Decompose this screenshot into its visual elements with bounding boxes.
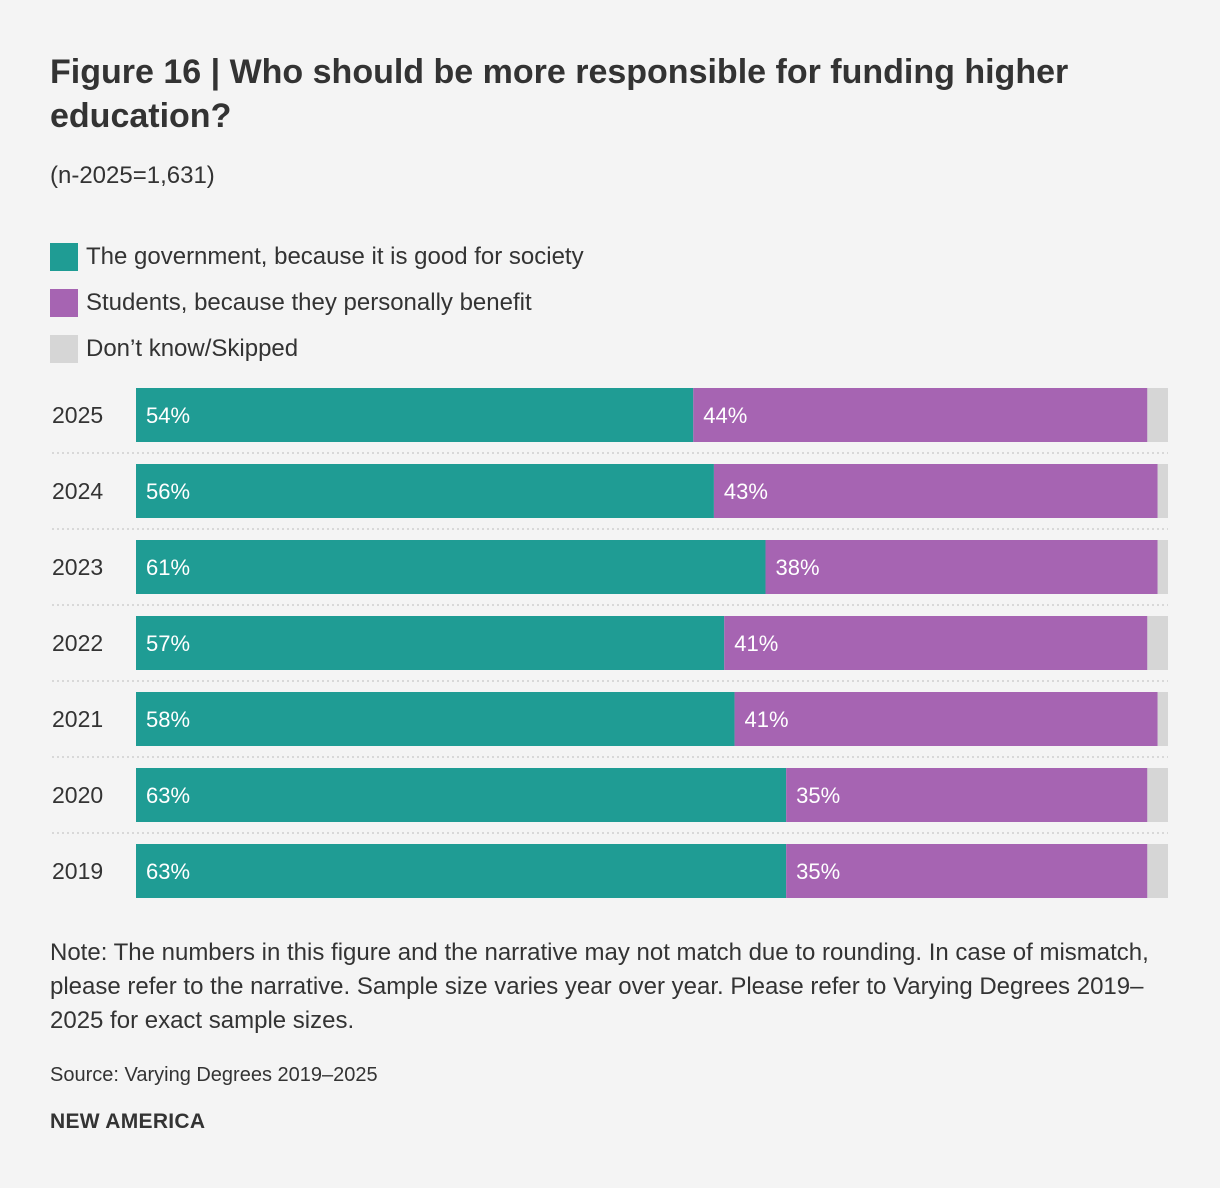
bar-segment <box>1147 616 1168 670</box>
legend: The government, because it is good for s… <box>50 234 584 372</box>
bar-segment <box>136 844 787 898</box>
bar-segment <box>765 540 1158 594</box>
data-label: 54% <box>146 403 190 428</box>
data-label: 38% <box>776 555 820 580</box>
bar-segment <box>1147 768 1168 822</box>
bar-segment <box>734 692 1158 746</box>
category-label: 2020 <box>52 782 103 808</box>
bar-row-2019: 2019 63% 35% <box>52 844 1168 898</box>
data-label: 63% <box>146 783 190 808</box>
bar-row-2024: 2024 56% 43% <box>52 464 1168 530</box>
legend-label-students: Students, because they personally benefi… <box>86 289 532 316</box>
bar-segment <box>713 464 1158 518</box>
chart-subtitle: (n-2025=1,631) <box>50 162 215 189</box>
data-label: 35% <box>796 859 840 884</box>
bar-segment <box>724 616 1148 670</box>
bar-segment <box>136 540 766 594</box>
legend-item-students: Students, because they personally benefi… <box>50 280 584 326</box>
data-label: 61% <box>146 555 190 580</box>
data-label: 44% <box>703 403 747 428</box>
data-label: 35% <box>796 783 840 808</box>
bar-row-2021: 2021 58% 41% <box>52 692 1168 758</box>
legend-item-government: The government, because it is good for s… <box>50 234 584 280</box>
bar-row-2020: 2020 63% 35% <box>52 768 1168 834</box>
legend-swatch-dont-know <box>50 335 78 363</box>
bar-segment <box>786 768 1148 822</box>
category-label: 2023 <box>52 554 103 580</box>
bar-segment <box>136 464 714 518</box>
data-label: 43% <box>724 479 768 504</box>
bar-segment <box>136 616 725 670</box>
chart-source: Source: Varying Degrees 2019–2025 <box>50 1064 378 1086</box>
legend-item-dont-know: Don’t know/Skipped <box>50 326 584 372</box>
bar-segment <box>1147 388 1168 442</box>
bar-row-2025: 2025 54% 44% <box>52 388 1168 454</box>
data-label: 41% <box>734 631 778 656</box>
bar-segment <box>786 844 1148 898</box>
bar-segment <box>136 768 787 822</box>
bar-segment <box>1157 692 1168 746</box>
chart-title: Figure 16 | Who should be more responsib… <box>50 53 1069 135</box>
chart-note: Note: The numbers in this figure and the… <box>50 939 1149 1034</box>
data-label: 57% <box>146 631 190 656</box>
data-label: 58% <box>146 707 190 732</box>
category-label: 2021 <box>52 706 103 732</box>
bar-segment <box>136 388 694 442</box>
bar-row-2023: 2023 61% 38% <box>52 540 1168 606</box>
category-label: 2024 <box>52 478 103 504</box>
category-label: 2025 <box>52 402 103 428</box>
legend-swatch-students <box>50 289 78 317</box>
bar-segment <box>1157 540 1168 594</box>
category-label: 2022 <box>52 630 103 656</box>
legend-label-government: The government, because it is good for s… <box>86 243 584 270</box>
brand-logo-text: NEW AMERICA <box>50 1110 206 1133</box>
bar-segment <box>1147 844 1168 898</box>
data-label: 56% <box>146 479 190 504</box>
bar-row-2022: 2022 57% 41% <box>52 616 1168 682</box>
data-label: 63% <box>146 859 190 884</box>
legend-label-dont-know: Don’t know/Skipped <box>86 335 299 362</box>
bar-segment <box>1157 464 1168 518</box>
category-label: 2019 <box>52 858 103 884</box>
bar-segment <box>136 692 735 746</box>
data-label: 41% <box>745 707 789 732</box>
stacked-bar-chart: 2025 54% 44% 2024 56% 43% 2023 61% 38% 2022 57% 41%… <box>52 388 1168 898</box>
legend-swatch-government <box>50 243 78 271</box>
bar-segment <box>693 388 1148 442</box>
